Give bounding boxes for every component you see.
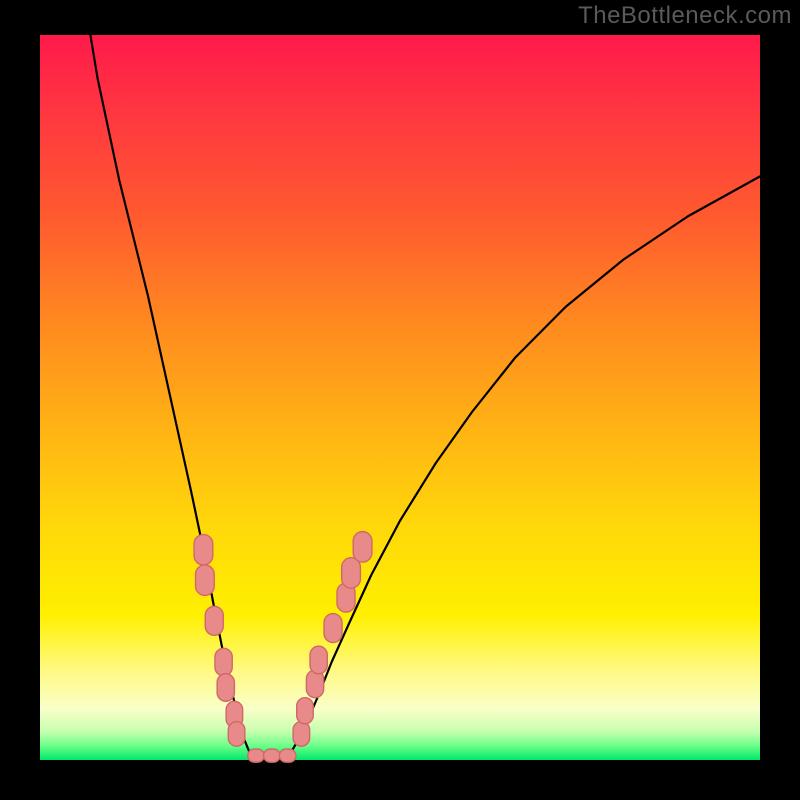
marker-capsule <box>248 749 265 762</box>
marker-capsule <box>196 565 215 595</box>
marker-capsule <box>205 606 223 635</box>
attribution-label: TheBottleneck.com <box>578 2 792 30</box>
marker-capsule <box>342 558 361 588</box>
marker-capsule <box>297 698 314 724</box>
marker-capsule <box>264 749 281 762</box>
marker-capsule <box>353 532 372 562</box>
marker-capsule <box>324 614 342 643</box>
marker-capsule <box>310 646 327 674</box>
marker-capsule <box>215 648 232 676</box>
curve-markers <box>194 532 372 763</box>
marker-capsule <box>217 674 234 702</box>
marker-capsule <box>194 535 213 565</box>
curve-right-branch <box>286 176 760 757</box>
curve-left-branch <box>90 35 254 758</box>
bottleneck-curve <box>40 35 760 760</box>
marker-capsule <box>228 722 245 747</box>
figure-root: TheBottleneck.com <box>0 0 800 800</box>
marker-capsule <box>279 749 296 762</box>
marker-capsule <box>306 670 323 698</box>
marker-capsule <box>293 722 310 747</box>
